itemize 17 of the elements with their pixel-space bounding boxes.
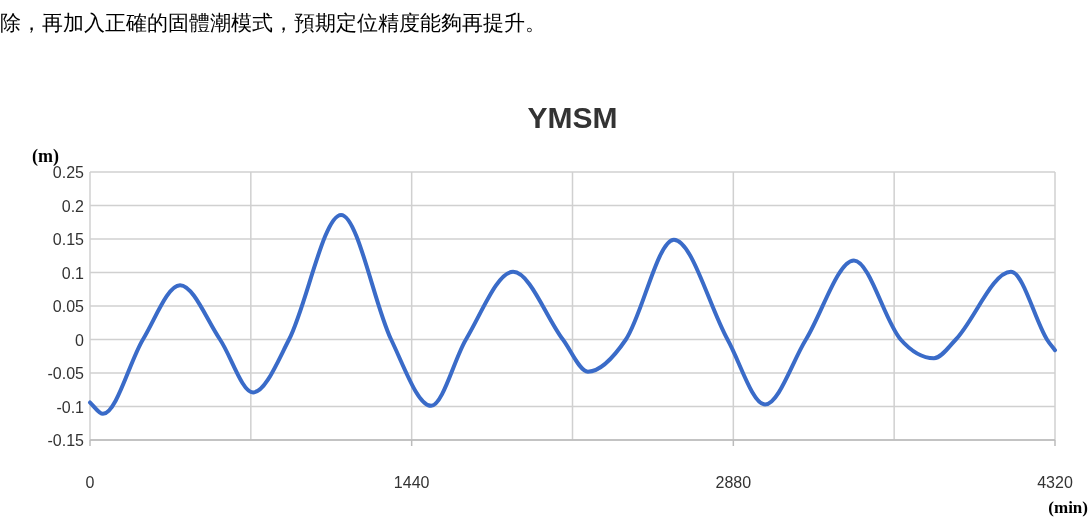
y-tick-label: -0.15 (47, 432, 85, 449)
y-axis-title: (m) (32, 146, 59, 167)
chart-title: YMSM (527, 101, 618, 134)
y-tick-label: -0.05 (47, 365, 85, 382)
text: 除，再加入正確的固體潮模式，預期定位精度能夠再提升。 (0, 11, 546, 35)
x-tick-label: 4320 (1037, 474, 1073, 491)
y-tick-label: -0.1 (56, 398, 85, 416)
y-tick-label: 0.15 (52, 231, 85, 248)
x-tick-label: 1440 (393, 474, 430, 491)
y-tick-label: 0.05 (52, 298, 85, 315)
line-series (88, 212, 1057, 416)
y-tick-label: 0 (75, 331, 85, 349)
x-axis-title: (min) (1048, 498, 1088, 517)
y-tick-label: 0.1 (61, 264, 85, 282)
x-tick-label: 2880 (715, 474, 752, 491)
y-tick-label: 0.25 (52, 164, 85, 181)
y-tick-label: 0.2 (61, 197, 85, 215)
